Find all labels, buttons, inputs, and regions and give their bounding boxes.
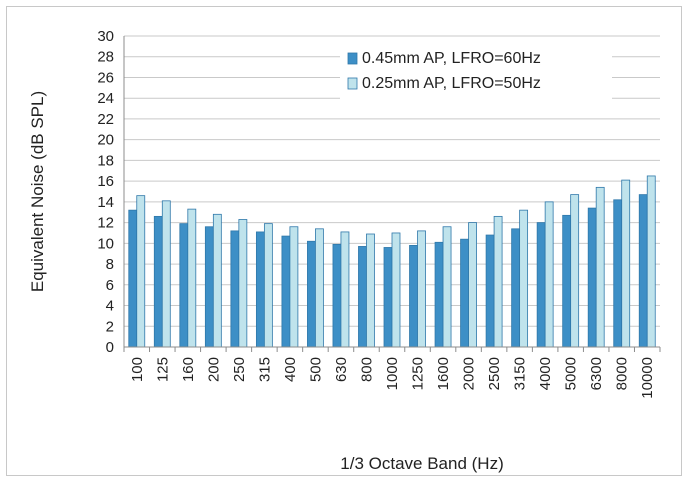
legend-background (340, 42, 612, 104)
bar-series-2-125 (161, 200, 171, 348)
bar-series-2-1000 (391, 232, 401, 348)
y-tick-label: 2 (106, 318, 114, 335)
x-tick-label: 160 (180, 357, 197, 382)
bar-series-1-5000 (562, 214, 572, 348)
legend-label: 0.25mm AP, LFRO=50Hz (362, 75, 541, 92)
x-tick-label: 3150 (512, 357, 529, 390)
legend-label: 0.45mm AP, LFRO=60Hz (362, 50, 541, 67)
bar-series-1-4000 (536, 222, 546, 348)
x-axis-title: 1/3 Octave Band (Hz) (340, 454, 503, 473)
x-tick-label: 2500 (486, 357, 503, 390)
y-tick-label: 24 (97, 90, 114, 107)
bar-series-1-1000 (383, 247, 393, 348)
bar-series-1-8000 (613, 199, 623, 348)
bar-series-1-315 (255, 231, 265, 348)
y-tick-label: 4 (106, 298, 114, 315)
x-tick-label: 315 (256, 357, 273, 382)
bar-series-2-2000 (468, 222, 477, 348)
x-tick-label: 4000 (537, 357, 554, 390)
bar-series-2-100 (136, 195, 146, 348)
y-tick-label: 0 (106, 339, 114, 356)
bar-series-1-630 (332, 243, 342, 348)
bar-series-2-630 (340, 231, 350, 348)
x-tick-label: 100 (129, 357, 146, 382)
x-tick-label: 250 (231, 357, 248, 382)
bar-series-2-5000 (570, 194, 580, 348)
x-tick-label: 800 (358, 357, 375, 382)
bar-series-1-2000 (460, 238, 469, 348)
bar-series-1-3150 (511, 228, 521, 348)
legend-swatch (347, 77, 358, 90)
y-tick-label: 16 (97, 173, 114, 190)
y-tick-label: 12 (97, 215, 114, 232)
y-tick-label: 20 (97, 132, 114, 149)
bars (128, 175, 656, 348)
bar-series-2-2500 (493, 215, 503, 348)
bar-series-2-250 (238, 219, 248, 348)
y-tick-label: 26 (97, 69, 114, 86)
y-tick-label: 18 (97, 152, 114, 169)
y-tick-label: 14 (97, 194, 114, 211)
y-tick-label: 6 (106, 277, 114, 294)
x-tick-label: 6300 (588, 357, 605, 390)
bar-series-1-200 (204, 226, 214, 348)
bar-series-2-400 (289, 226, 299, 348)
bar-series-1-100 (128, 209, 138, 348)
bar-series-2-315 (263, 223, 273, 348)
bar-series-1-2500 (485, 234, 495, 348)
x-tick-label: 10000 (639, 357, 656, 399)
y-tick-label: 30 (97, 28, 114, 45)
bar-series-2-3150 (519, 209, 529, 348)
bar-series-1-1250 (409, 245, 418, 348)
bar-series-2-1600 (442, 226, 452, 348)
x-tick-label: 500 (307, 357, 324, 382)
x-tick-label: 1600 (435, 357, 452, 390)
bar-series-2-6300 (595, 186, 605, 348)
bar-series-2-4000 (544, 201, 554, 348)
x-tick-label: 400 (282, 357, 299, 382)
bar-series-1-400 (281, 235, 291, 348)
x-tick-label: 630 (333, 357, 350, 382)
x-tick-label: 5000 (563, 357, 580, 390)
bar-series-2-8000 (621, 179, 631, 348)
x-tick-label: 125 (154, 357, 171, 382)
bar-series-1-10000 (638, 194, 648, 348)
bar-series-2-160 (187, 208, 197, 348)
bar-series-2-800 (366, 233, 375, 348)
x-tick-label: 8000 (614, 357, 631, 390)
bar-series-2-1250 (417, 230, 426, 348)
y-tick-label: 10 (97, 235, 114, 252)
legend-swatch (347, 52, 358, 65)
bar-series-2-200 (212, 213, 222, 348)
bar-series-2-500 (315, 228, 324, 348)
x-tick-label: 2000 (461, 357, 478, 390)
bar-series-1-125 (153, 215, 163, 348)
bar-series-1-250 (230, 230, 240, 348)
y-tick-label: 28 (97, 49, 114, 66)
bar-series-1-160 (179, 223, 189, 348)
bar-series-1-1600 (434, 241, 444, 348)
bar-series-1-800 (358, 246, 367, 348)
legend: 0.45mm AP, LFRO=60Hz 0.25mm AP, LFRO=50Hz (340, 42, 612, 104)
bar-series-1-6300 (587, 207, 597, 348)
y-axis-title: Equivalent Noise (dB SPL) (28, 91, 47, 292)
y-tick-label: 8 (106, 256, 114, 273)
x-tick-labels: 100 125 160 200 250 315 400 500 630 800 1000 1250 16… (129, 357, 656, 399)
x-tick-label: 1000 (384, 357, 401, 390)
bar-series-2-10000 (646, 175, 656, 348)
x-tick-label: 200 (205, 357, 222, 382)
x-tick-label: 1250 (410, 357, 427, 390)
axes (123, 36, 661, 352)
y-tick-label: 22 (97, 111, 114, 128)
bar-series-1-500 (307, 240, 316, 348)
